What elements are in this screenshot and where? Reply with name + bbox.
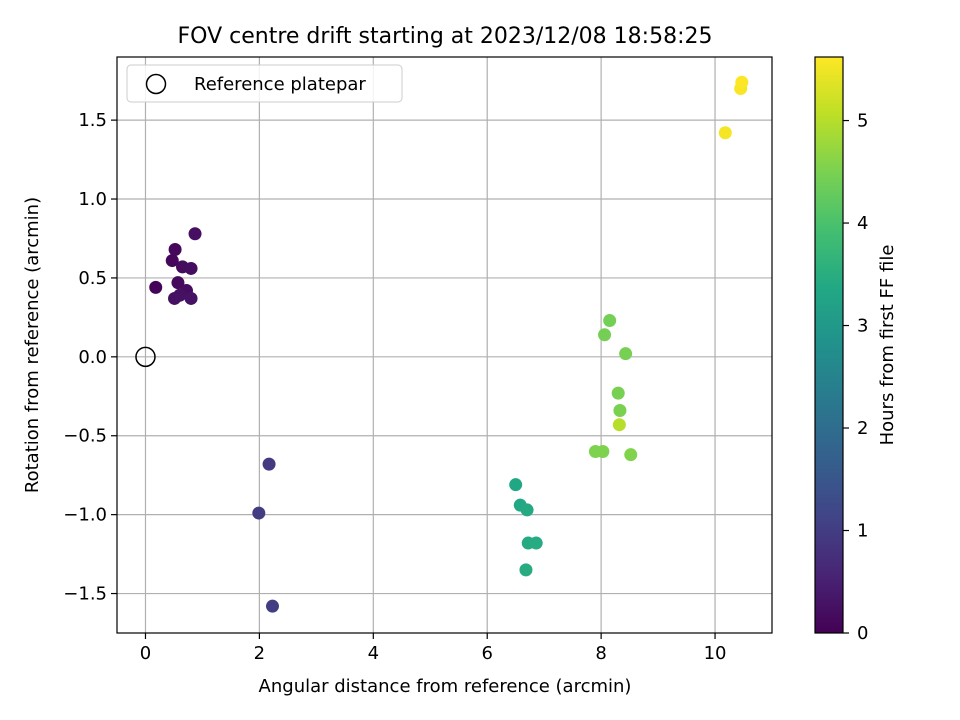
colorbar-ticks: 0 1 2 3 4 5 bbox=[843, 111, 868, 644]
x-tick-label: 2 bbox=[254, 643, 265, 664]
data-point bbox=[184, 291, 198, 305]
grid-lines bbox=[117, 57, 772, 633]
x-tick-label: 8 bbox=[595, 643, 606, 664]
data-point bbox=[596, 445, 610, 459]
data-point bbox=[149, 280, 163, 294]
y-tick-label: −1.5 bbox=[63, 584, 107, 605]
reference-platepar-marker bbox=[135, 346, 156, 368]
data-point bbox=[168, 243, 182, 257]
y-axis-label: Rotation from reference (arcmin) bbox=[22, 197, 43, 493]
x-axis-ticks: 0 2 4 6 8 10 bbox=[140, 633, 727, 664]
colorbar-tick-label: 1 bbox=[857, 521, 868, 542]
legend-entry-label: Reference platepar bbox=[194, 74, 366, 95]
y-tick-label: −1.0 bbox=[63, 505, 107, 526]
legend: Reference platepar bbox=[126, 64, 403, 103]
y-tick-label: 1.5 bbox=[78, 110, 107, 131]
x-tick-label: 10 bbox=[704, 643, 727, 664]
x-axis-label: Angular distance from reference (arcmin) bbox=[259, 676, 632, 697]
data-point bbox=[173, 288, 187, 302]
y-tick-label: 0.5 bbox=[78, 268, 107, 289]
x-tick-label: 4 bbox=[368, 643, 379, 664]
chart-title: FOV centre drift starting at 2023/12/08 … bbox=[178, 24, 713, 49]
y-tick-label: 0.0 bbox=[78, 347, 107, 368]
data-point bbox=[603, 314, 617, 328]
data-point bbox=[265, 599, 279, 613]
data-point bbox=[598, 328, 612, 342]
x-tick-label: 6 bbox=[481, 643, 492, 664]
legend-open-circle-icon bbox=[145, 73, 167, 95]
data-point bbox=[613, 403, 627, 417]
colorbar-tick-label: 2 bbox=[857, 418, 868, 439]
plot-frame bbox=[116, 56, 773, 634]
data-point bbox=[171, 276, 185, 290]
data-point bbox=[619, 347, 633, 361]
data-point bbox=[165, 254, 179, 268]
colorbar-gradient bbox=[814, 56, 844, 634]
data-point bbox=[718, 126, 732, 140]
y-tick-label: 1.0 bbox=[78, 189, 107, 210]
x-tick-label: 0 bbox=[140, 643, 151, 664]
data-point bbox=[184, 261, 198, 275]
data-point bbox=[252, 506, 266, 520]
data-point bbox=[735, 75, 749, 89]
colorbar: 0 1 2 3 4 5 Hours from first FF file bbox=[814, 56, 898, 644]
data-point bbox=[612, 418, 626, 432]
data-point bbox=[262, 457, 276, 471]
data-point bbox=[624, 448, 638, 462]
data-point bbox=[188, 227, 202, 241]
colorbar-label: Hours from first FF file bbox=[877, 245, 898, 446]
data-point bbox=[509, 478, 523, 492]
data-point bbox=[529, 536, 543, 550]
colorbar-tick-label: 0 bbox=[857, 623, 868, 644]
data-points bbox=[149, 75, 749, 613]
y-tick-label: −0.5 bbox=[63, 426, 107, 447]
colorbar-tick-label: 4 bbox=[857, 213, 868, 234]
colorbar-tick-label: 3 bbox=[857, 316, 868, 337]
colorbar-tick-label: 5 bbox=[857, 111, 868, 132]
legend-box bbox=[126, 64, 403, 103]
data-point bbox=[519, 563, 533, 577]
data-point bbox=[520, 503, 534, 517]
y-axis-ticks: −1.5 −1.0 −0.5 0.0 0.5 1.0 1.5 bbox=[63, 110, 117, 605]
data-point bbox=[611, 386, 625, 400]
